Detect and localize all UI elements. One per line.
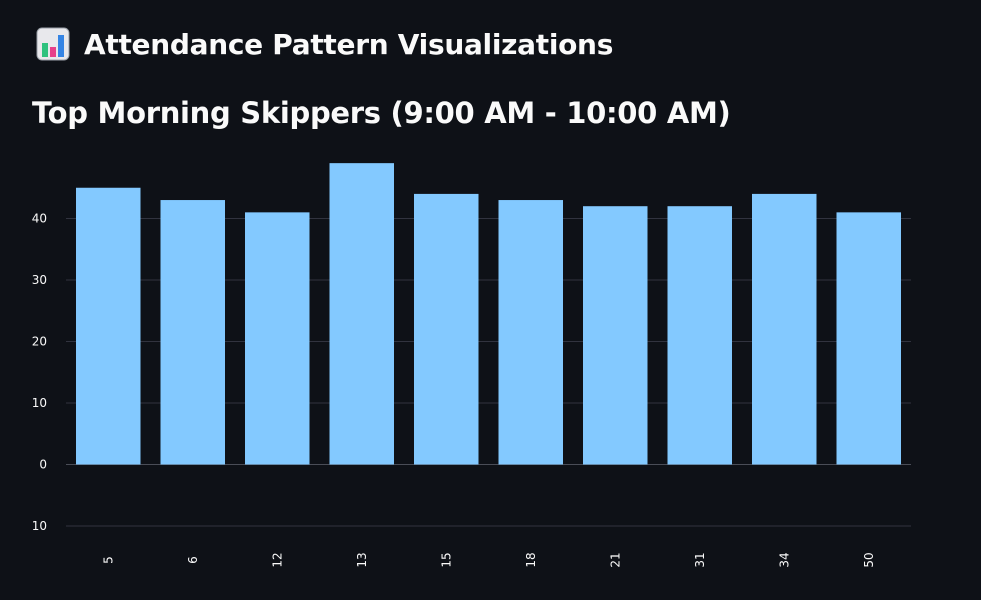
x-tick-label: 13 [355, 552, 369, 567]
y-tick-label: 10 [32, 519, 47, 533]
app-title: Attendance Pattern Visualizations [84, 27, 614, 61]
y-tick-label: 40 [32, 212, 47, 226]
x-tick-label: 34 [777, 552, 791, 567]
y-tick-label: 0 [39, 458, 47, 472]
bar [160, 200, 225, 465]
bar [667, 206, 732, 465]
bar [752, 193, 817, 465]
bar-chart-icon [36, 27, 70, 61]
y-tick-label: 10 [32, 396, 47, 410]
y-tick-label: 30 [32, 273, 47, 287]
bar [836, 212, 901, 465]
x-tick-label: 21 [608, 552, 622, 567]
bar [414, 193, 479, 465]
bar [498, 200, 563, 465]
app-header: Attendance Pattern Visualizations [36, 24, 613, 64]
x-tick-label: 31 [693, 552, 707, 567]
x-tick-label: 18 [524, 552, 538, 567]
x-tick-label: 5 [101, 556, 115, 564]
x-tick-label: 12 [270, 552, 284, 567]
chart-title: Top Morning Skippers (9:00 AM - 10:00 AM… [32, 96, 731, 130]
bar [76, 187, 141, 465]
y-tick-label: 20 [32, 335, 47, 349]
x-tick-label: 15 [439, 552, 453, 567]
x-tick-label: 6 [186, 556, 200, 564]
x-tick-label: 50 [862, 552, 876, 567]
bar [583, 206, 648, 465]
bar [329, 163, 394, 465]
bar [245, 212, 310, 465]
